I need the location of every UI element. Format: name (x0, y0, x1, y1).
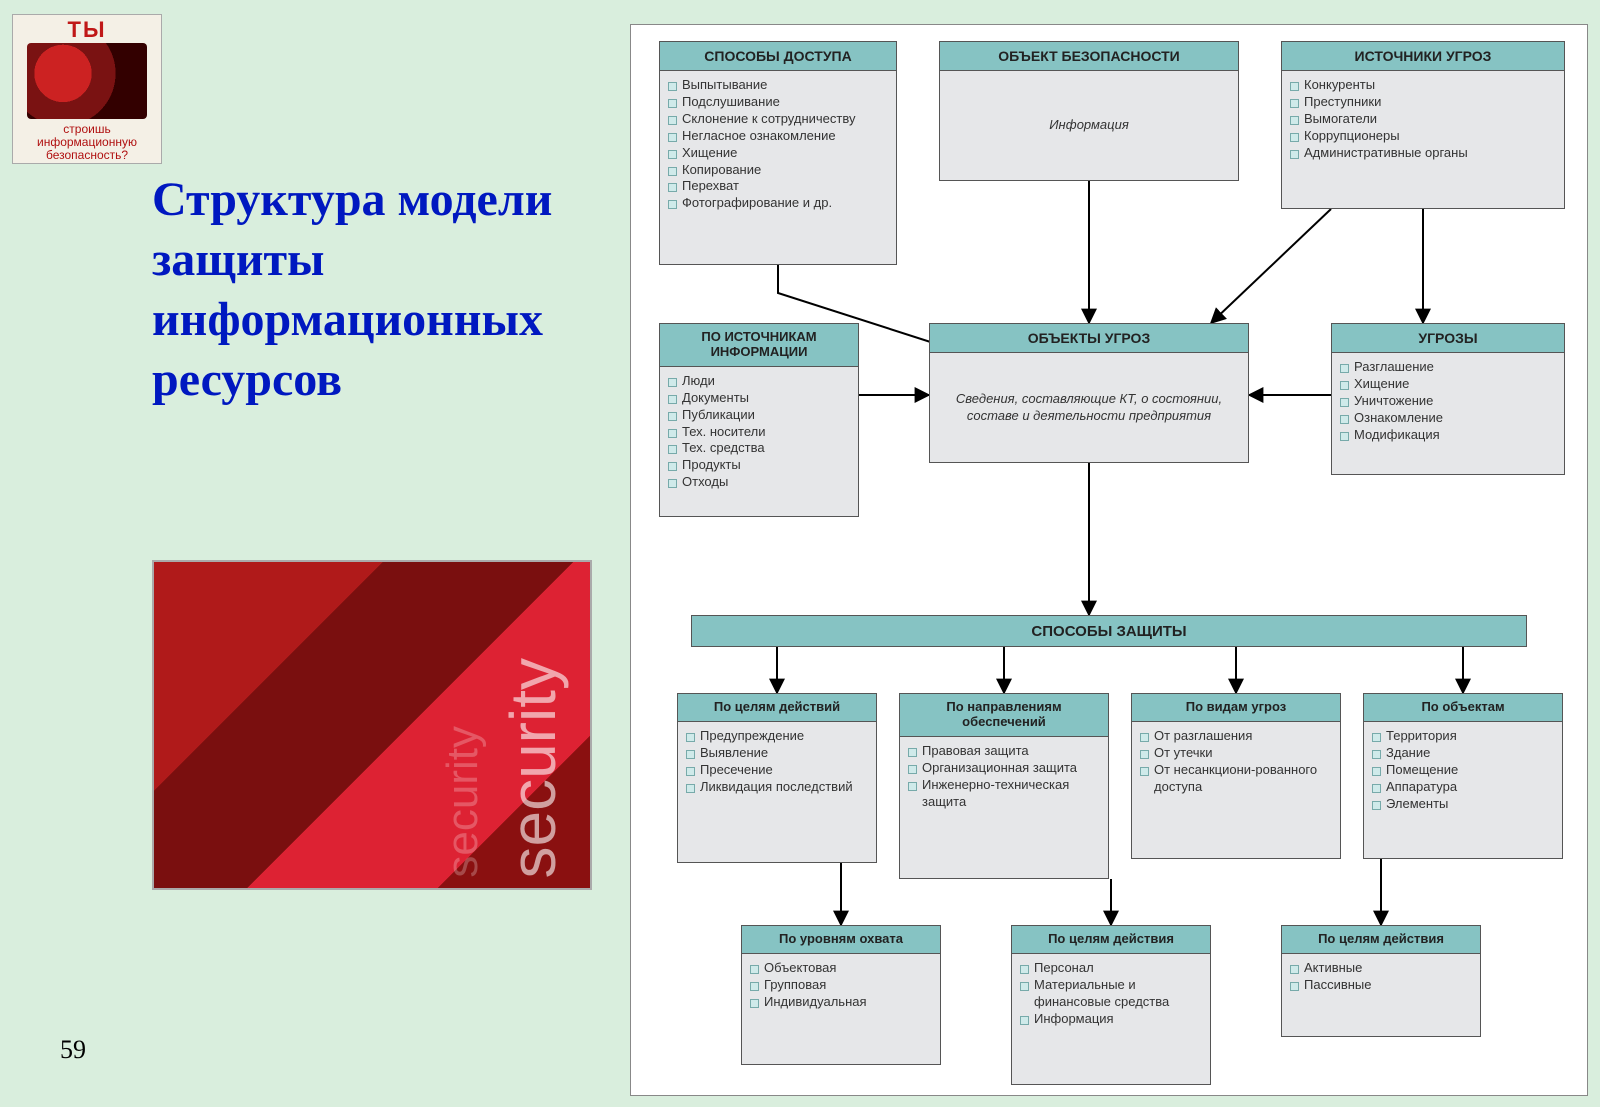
node-item: Подслушивание (668, 94, 888, 111)
node-header: СПОСОБЫ ДОСТУПА (660, 42, 896, 71)
node-item: Разглашение (1340, 359, 1556, 376)
node-item: Склонение к сотрудничеству (668, 111, 888, 128)
slide-title: Структура модели защиты информационных р… (152, 170, 622, 410)
node-by_coverage: По уровням охватаОбъектоваяГрупповаяИнди… (741, 925, 941, 1065)
node-body: РазглашениеХищениеУничтожениеОзнакомлени… (1332, 353, 1564, 474)
node-item: Административные органы (1290, 145, 1556, 162)
node-item: Негласное ознакомление (668, 128, 888, 145)
node-item: Копирование (668, 162, 888, 179)
node-item: От разглашения (1140, 728, 1332, 745)
node-body: АктивныеПассивные (1282, 954, 1480, 1036)
node-body: ЛюдиДокументыПубликацииТех. носителиТех.… (660, 367, 858, 516)
node-item: Аппаратура (1372, 779, 1554, 796)
node-header: ПО ИСТОЧНИКАМ ИНФОРМАЦИИ (660, 324, 858, 367)
slide-number: 59 (60, 1035, 86, 1065)
node-header: По направлениям обеспечений (900, 694, 1108, 737)
node-header: ОБЪЕКТ БЕЗОПАСНОСТИ (940, 42, 1238, 71)
node-header: ОБЪЕКТЫ УГРОЗ (930, 324, 1248, 353)
node-item: Вымогатели (1290, 111, 1556, 128)
node-item: Фотографирование и др. (668, 195, 888, 212)
node-item: Активные (1290, 960, 1472, 977)
node-item: Правовая защита (908, 743, 1100, 760)
node-header: По уровням охвата (742, 926, 940, 954)
node-by_provision: По направлениям обеспеченийПравовая защи… (899, 693, 1109, 879)
security-image: security security (152, 560, 592, 890)
node-item: Люди (668, 373, 850, 390)
node-item: Хищение (668, 145, 888, 162)
node-item: Персонал (1020, 960, 1202, 977)
node-sec_object: ОБЪЕКТ БЕЗОПАСНОСТИИнформация (939, 41, 1239, 181)
node-header: ИСТОЧНИКИ УГРОЗ (1282, 42, 1564, 71)
security-overlay-large: security (496, 658, 570, 879)
node-header: По целям действий (678, 694, 876, 722)
node-by_objects: По объектамТерриторияЗданиеПомещениеАппа… (1363, 693, 1563, 859)
node-item: Коррупционеры (1290, 128, 1556, 145)
node-item: От утечки (1140, 745, 1332, 762)
node-item: Объектовая (750, 960, 932, 977)
node-item: Документы (668, 390, 850, 407)
node-item: Хищение (1340, 376, 1556, 393)
node-item: Материальные и финансовые средства (1020, 977, 1202, 1011)
node-item: Продукты (668, 457, 850, 474)
node-item: Инженерно-техническая защита (908, 777, 1100, 811)
node-protection_bar: СПОСОБЫ ЗАЩИТЫ (691, 615, 1527, 647)
node-item: От несанкциони-рованного доступа (1140, 762, 1332, 796)
node-item: Помещение (1372, 762, 1554, 779)
node-item: Пассивные (1290, 977, 1472, 994)
node-body: Информация (940, 71, 1238, 180)
node-body: ТерриторияЗданиеПомещениеАппаратураЭлеме… (1364, 722, 1562, 858)
node-item: Информация (1020, 1011, 1202, 1028)
node-body: Сведения, составляющие КТ, о состоянии, … (930, 353, 1248, 462)
node-item: Групповая (750, 977, 932, 994)
node-info_sources: ПО ИСТОЧНИКАМ ИНФОРМАЦИИЛюдиДокументыПуб… (659, 323, 859, 517)
node-header: По видам угроз (1132, 694, 1340, 722)
node-item: Публикации (668, 407, 850, 424)
node-item: Индивидуальная (750, 994, 932, 1011)
node-item: Тех. носители (668, 424, 850, 441)
poster-bottom-text: строишь информационную безопасность? (13, 123, 161, 163)
node-item: Территория (1372, 728, 1554, 745)
node-header: УГРОЗЫ (1332, 324, 1564, 353)
node-header: По целям действия (1012, 926, 1210, 954)
node-body: Правовая защитаОрганизационная защитаИнж… (900, 737, 1108, 878)
node-item: Модификация (1340, 427, 1556, 444)
node-item: Ликвидация последствий (686, 779, 868, 796)
poster-art (27, 43, 147, 119)
node-item: Выпытывание (668, 77, 888, 94)
node-item: Пресечение (686, 762, 868, 779)
node-item: Тех. средства (668, 440, 850, 457)
node-by_action_targets: По целям действияПерсоналМатериальные и … (1011, 925, 1211, 1085)
node-item: Здание (1372, 745, 1554, 762)
node-access: СПОСОБЫ ДОСТУПАВыпытываниеПодслушиваниеС… (659, 41, 897, 265)
poster-top-text: ТЫ (68, 17, 107, 43)
node-threat_objects: ОБЪЕКТЫ УГРОЗСведения, составляющие КТ, … (929, 323, 1249, 463)
node-body: ОбъектоваяГрупповаяИндивидуальная (742, 954, 940, 1064)
node-by_action_targets2: По целям действияАктивныеПассивные (1281, 925, 1481, 1037)
protection-model-diagram: СПОСОБЫ ДОСТУПАВыпытываниеПодслушиваниеС… (630, 24, 1588, 1096)
node-item: Предупреждение (686, 728, 868, 745)
node-item: Перехват (668, 178, 888, 195)
node-body: ВыпытываниеПодслушиваниеСклонение к сотр… (660, 71, 896, 264)
node-body: ПерсоналМатериальные и финансовые средст… (1012, 954, 1210, 1084)
node-body: От разглашенияОт утечкиОт несанкциони-ро… (1132, 722, 1340, 858)
node-header: По объектам (1364, 694, 1562, 722)
node-item: Отходы (668, 474, 850, 491)
corner-poster: ТЫ строишь информационную безопасность? (12, 14, 162, 164)
node-item: Выявление (686, 745, 868, 762)
node-by_action_goals: По целям действийПредупреждениеВыявление… (677, 693, 877, 863)
node-item: Организационная защита (908, 760, 1100, 777)
node-item: Конкуренты (1290, 77, 1556, 94)
node-item: Преступники (1290, 94, 1556, 111)
node-threats: УГРОЗЫРазглашениеХищениеУничтожениеОзнак… (1331, 323, 1565, 475)
node-header: По целям действия (1282, 926, 1480, 954)
node-item: Ознакомление (1340, 410, 1556, 427)
node-by_threat_kind: По видам угрозОт разглашенияОт утечкиОт … (1131, 693, 1341, 859)
node-sources: ИСТОЧНИКИ УГРОЗКонкурентыПреступникиВымо… (1281, 41, 1565, 209)
security-overlay-small: security (438, 726, 488, 878)
node-body: ПредупреждениеВыявлениеПресечениеЛиквида… (678, 722, 876, 862)
node-item: Элементы (1372, 796, 1554, 813)
node-item: Уничтожение (1340, 393, 1556, 410)
node-body: КонкурентыПреступникиВымогателиКоррупцио… (1282, 71, 1564, 208)
